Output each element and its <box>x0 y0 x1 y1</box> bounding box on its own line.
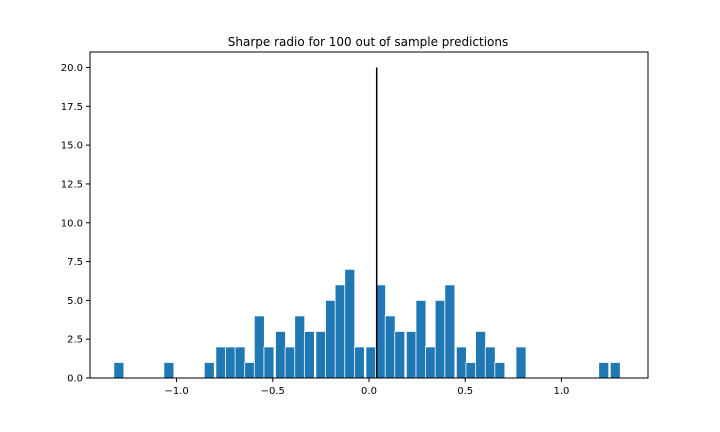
histogram-bar <box>344 268 356 379</box>
histogram-bar <box>275 331 286 379</box>
y-tick-label: 10.0 <box>61 218 83 229</box>
x-tick-label: −0.5 <box>261 386 285 397</box>
histogram-bar <box>425 346 436 379</box>
y-tick-label: 5.0 <box>67 296 83 307</box>
x-tick-label: 0.5 <box>457 386 473 397</box>
histogram-bar <box>494 362 506 379</box>
y-tick-label: 2.5 <box>67 335 83 346</box>
histogram-bar <box>113 362 125 379</box>
histogram-bar <box>163 362 175 379</box>
histogram-bar <box>515 346 527 379</box>
y-tick-label: 20.0 <box>61 63 83 74</box>
histogram-bar <box>365 346 377 379</box>
y-tick-label: 12.5 <box>61 179 83 190</box>
histogram-bar <box>455 346 467 379</box>
histogram-bar <box>484 346 496 379</box>
histogram-bar <box>598 362 610 379</box>
x-tick-label: 1.0 <box>553 386 569 397</box>
y-tick-label: 0.0 <box>67 374 83 385</box>
histogram-bar <box>225 346 236 379</box>
histogram-bar <box>475 331 487 379</box>
x-tick-label: 0.0 <box>361 386 377 397</box>
histogram-bar <box>444 284 456 379</box>
histogram-bar <box>465 362 477 379</box>
histogram-bar <box>284 346 296 379</box>
y-axis: 0.0 2.5 5.0 7.5 10.0 12.5 15.0 17.5 20.0 <box>61 63 90 385</box>
histogram-bar <box>353 346 365 379</box>
histogram-bar <box>394 331 406 379</box>
histogram-bar <box>609 362 621 379</box>
chart-title: Sharpe radio for 100 out of sample predi… <box>228 35 509 49</box>
histogram-bar <box>325 299 336 379</box>
histogram-bar <box>303 331 315 379</box>
histogram-bar <box>334 284 346 379</box>
y-tick-label: 17.5 <box>61 102 83 113</box>
histogram-bar <box>405 331 417 379</box>
histogram-bar <box>253 315 265 379</box>
histogram-bar <box>294 315 306 379</box>
histogram-bar <box>315 331 327 379</box>
histogram-bar <box>384 315 396 379</box>
histogram-bar <box>203 362 215 379</box>
histogram-bar <box>415 299 427 379</box>
plot-frame <box>89 51 649 379</box>
histogram-bar <box>434 299 446 379</box>
histogram-bar <box>263 346 275 379</box>
histogram-bar <box>244 362 256 379</box>
y-tick-label: 7.5 <box>67 257 83 268</box>
histogram-bar <box>234 346 246 379</box>
y-tick-label: 15.0 <box>61 141 83 152</box>
histogram-bar <box>215 346 227 379</box>
x-tick-label: −1.0 <box>164 386 188 397</box>
x-axis: −1.0 −0.5 0.0 0.5 1.0 <box>164 378 569 397</box>
